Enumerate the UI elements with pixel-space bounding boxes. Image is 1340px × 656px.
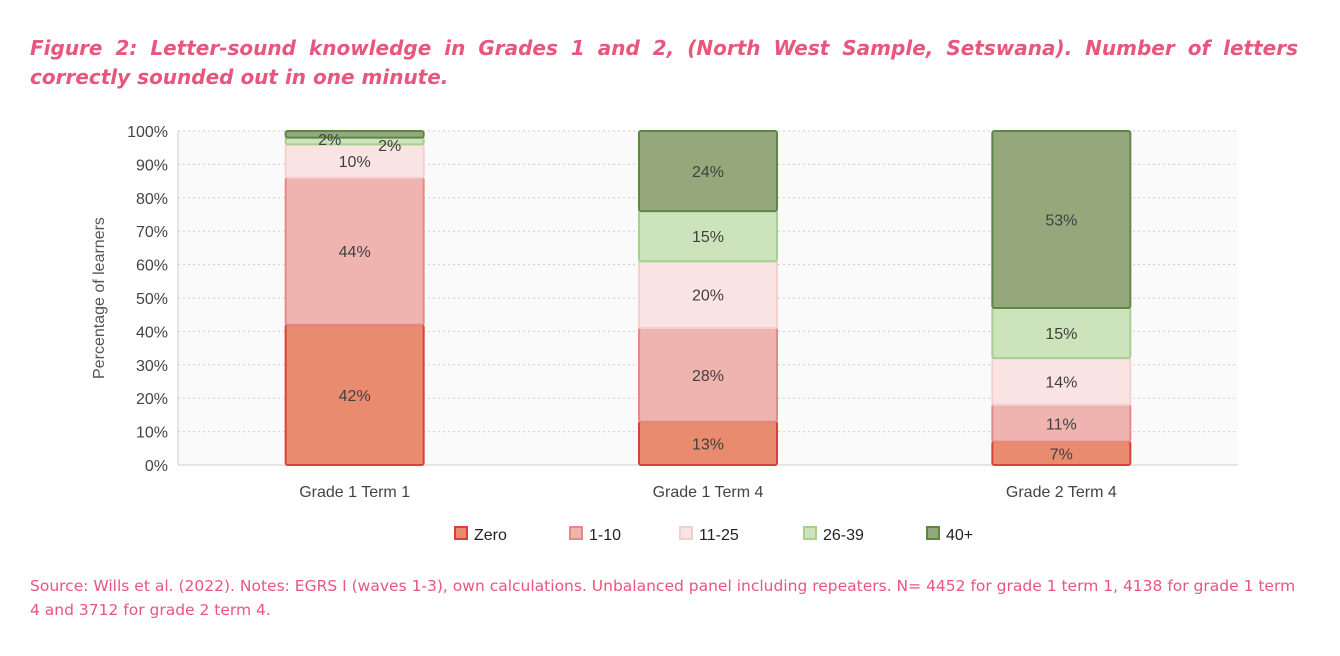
- data-label: 15%: [1045, 326, 1077, 343]
- x-tick-label: Grade 1 Term 4: [653, 484, 764, 501]
- data-label: 13%: [692, 436, 724, 453]
- data-label: 20%: [692, 288, 724, 305]
- data-label: 2%: [378, 138, 401, 155]
- y-tick-label: 20%: [136, 391, 168, 408]
- legend-swatch: [454, 526, 468, 540]
- legend-label: 26-39: [823, 527, 864, 544]
- bar-segment: [991, 130, 1132, 310]
- data-label: 44%: [339, 244, 371, 261]
- x-tick-label: Grade 2 Term 4: [1006, 484, 1117, 501]
- y-axis-ticks: 0% 10% 20% 30% 40% 50% 60% 70% 80% 90% 100%: [127, 124, 168, 475]
- legend-swatch: [569, 526, 583, 540]
- x-tick-label: Grade 1 Term 1: [299, 484, 410, 501]
- legend-swatch: [926, 526, 940, 540]
- y-tick-label: 50%: [136, 291, 168, 308]
- legend-label: Zero: [474, 527, 507, 544]
- y-tick-label: 0%: [145, 458, 168, 475]
- y-tick-label: 40%: [136, 324, 168, 341]
- bar-segment: [284, 136, 425, 146]
- legend-item: 11-25: [679, 526, 739, 544]
- legend-item: 1-10: [569, 526, 621, 544]
- y-tick-label: 30%: [136, 358, 168, 375]
- data-label: 42%: [339, 388, 371, 405]
- data-label: 10%: [339, 154, 371, 171]
- data-label: 53%: [1045, 213, 1077, 230]
- y-tick-label: 90%: [136, 157, 168, 174]
- y-tick-label: 100%: [127, 124, 168, 141]
- data-label: 11%: [1046, 416, 1077, 433]
- data-label: 28%: [692, 368, 724, 385]
- y-tick-label: 60%: [136, 258, 168, 275]
- stacked-bar-chart: 0% 10% 20% 30% 40% 50% 60% 70% 80% 90% 100% Percen…: [91, 124, 1238, 544]
- legend-swatch: [679, 526, 693, 540]
- data-label: 2%: [318, 132, 341, 149]
- legend-item: Zero: [454, 526, 507, 544]
- legend-label: 1-10: [589, 527, 621, 544]
- legend-item: 26-39: [803, 526, 864, 544]
- y-tick-label: 10%: [136, 425, 168, 442]
- data-label: 24%: [692, 164, 724, 181]
- legend-label: 11-25: [699, 527, 739, 544]
- data-label: 7%: [1050, 446, 1073, 463]
- bar-segment: [284, 130, 425, 139]
- y-tick-label: 70%: [136, 224, 168, 241]
- legend-swatch: [803, 526, 817, 540]
- source-note: Source: Wills et al. (2022). Notes: EGRS…: [30, 577, 1296, 619]
- bars: 42% 44% 10% 2% 2% 13% 28% 20% 15% 24% 7% 11% 14% 15% 5…: [284, 130, 1132, 466]
- legend-item: 40+: [926, 526, 973, 544]
- x-axis-ticks: Grade 1 Term 1 Grade 1 Term 4 Grade 2 Term…: [299, 484, 1117, 501]
- data-label: 15%: [692, 229, 724, 246]
- y-tick-label: 80%: [136, 191, 168, 208]
- legend: Zero 1-10 11-25 26-39 40+: [454, 526, 973, 544]
- chart-title: Figure 2: Letter-sound knowledge in Grad…: [30, 36, 1298, 89]
- y-axis-label: Percentage of learners: [91, 217, 108, 379]
- data-label: 14%: [1045, 375, 1077, 392]
- legend-label: 40+: [946, 527, 973, 544]
- bar-segment: [638, 130, 778, 213]
